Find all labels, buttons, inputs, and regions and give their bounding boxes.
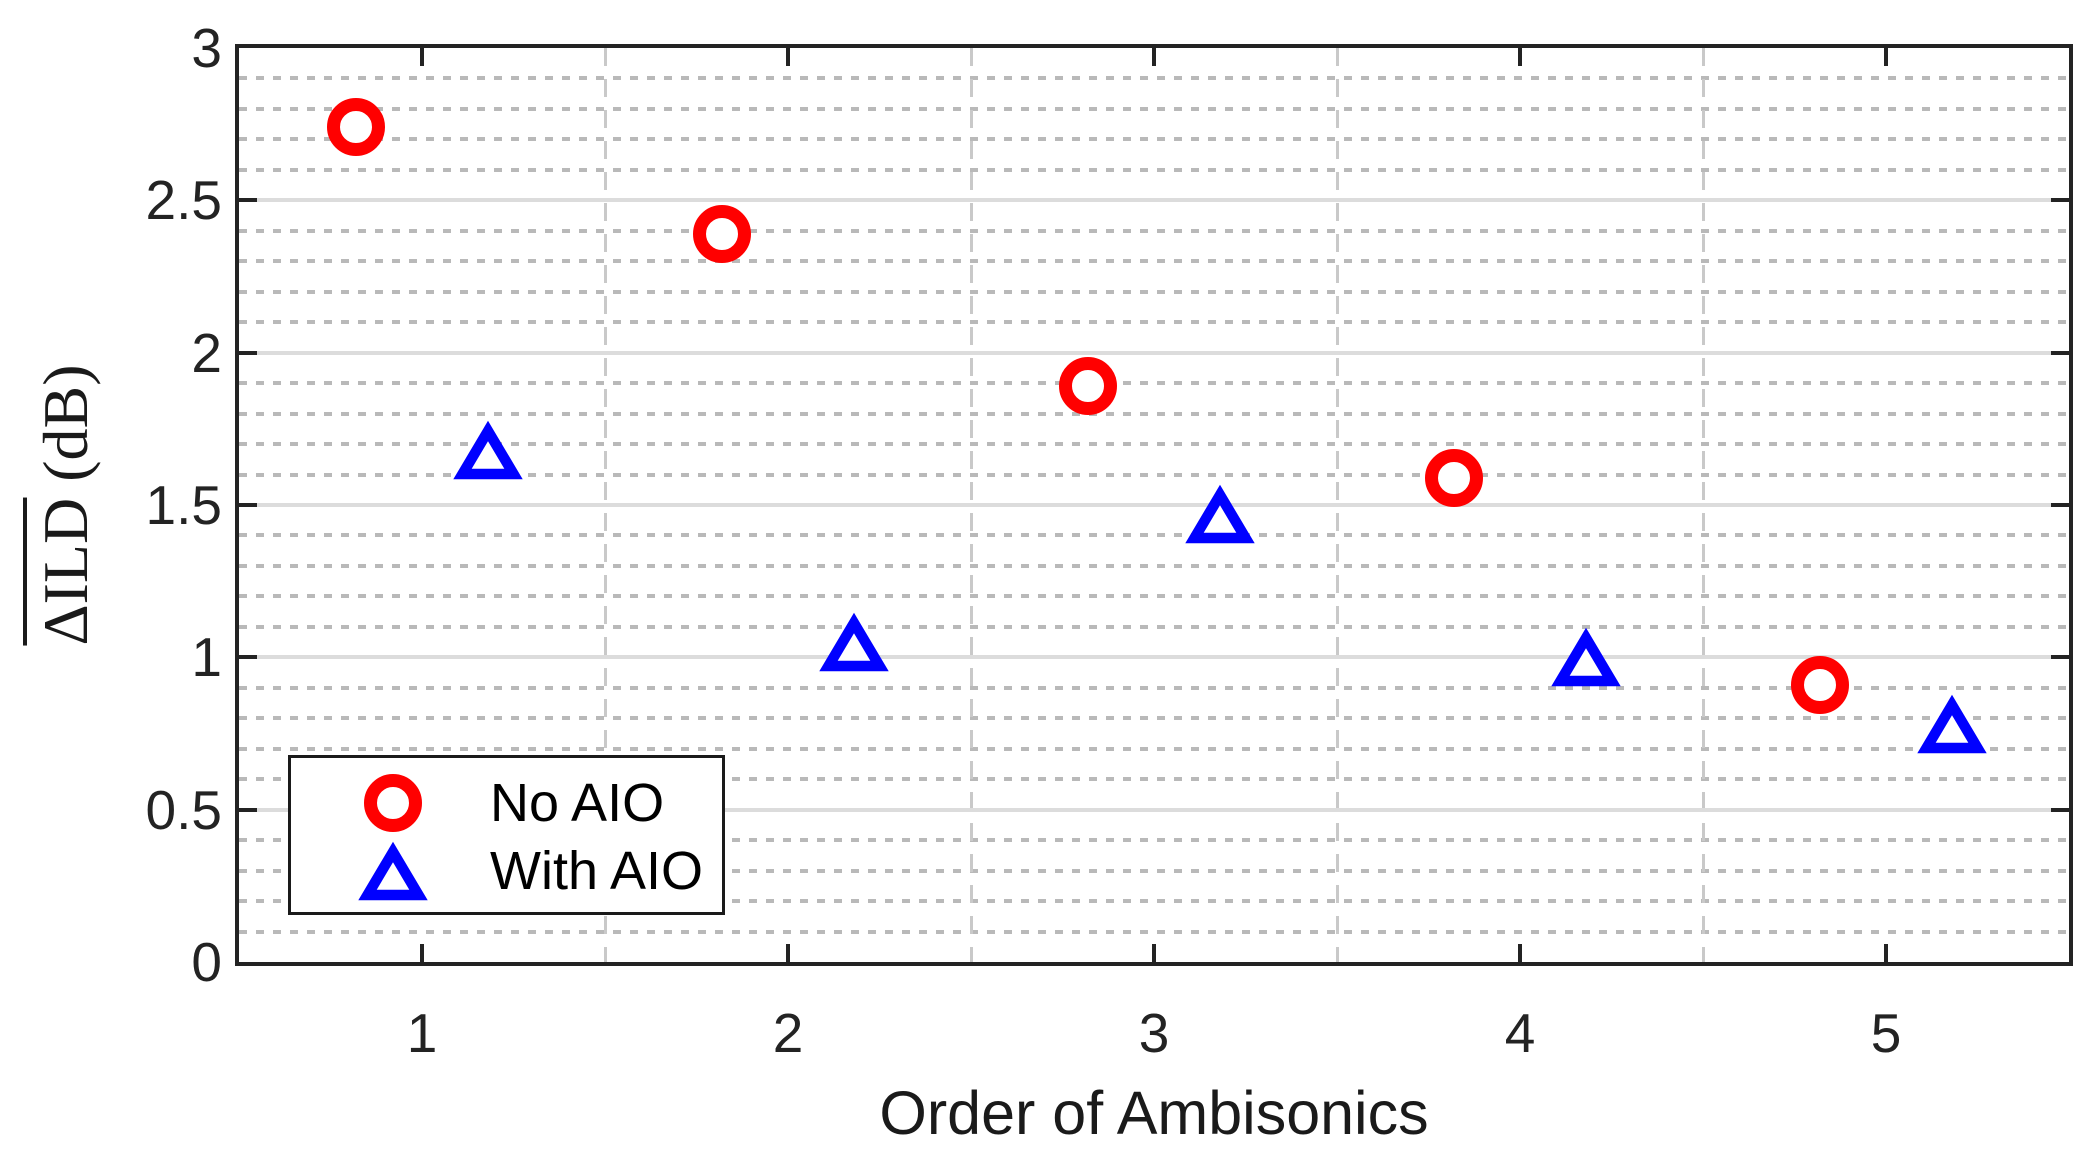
y-tick-mark (239, 503, 257, 507)
y-tick-label: 1 (191, 626, 222, 689)
plot-area (239, 48, 2069, 962)
x-tick-mark (786, 944, 790, 962)
x-tick-mark (420, 48, 424, 66)
data-point-triangle (453, 420, 523, 480)
data-point-triangle (1551, 628, 1621, 687)
data-point-circle (693, 204, 752, 263)
y-minor-gridline (239, 685, 2069, 690)
x-tick-mark (1518, 48, 1522, 66)
y-minor-gridline (239, 899, 2069, 904)
y-tick-mark (2051, 807, 2069, 812)
y-tick-mark (2051, 350, 2069, 355)
y-minor-gridline (239, 594, 2069, 599)
y-major-gridline (239, 807, 2069, 812)
x-tick-label: 3 (1138, 1002, 1170, 1064)
y-minor-gridline (239, 442, 2069, 447)
legend-label-with-aio: With AIO (490, 841, 704, 901)
x-tick-mark (1884, 48, 1888, 66)
x-tick-label: 1 (406, 1002, 438, 1064)
y-major-gridline (239, 350, 2069, 355)
y-minor-gridline (239, 746, 2069, 751)
marker-layer (239, 48, 2069, 962)
y-minor-gridline (239, 716, 2069, 721)
y-tick-mark (239, 198, 257, 203)
data-point-triangle (1185, 484, 1255, 544)
y-minor-gridline (239, 137, 2069, 142)
legend-circle-marker-icon (364, 774, 422, 832)
y-tick-mark (2051, 503, 2069, 507)
legend-label-no-aio: No AIO (490, 773, 665, 833)
data-point-triangle (1917, 695, 1987, 754)
y-minor-gridline (239, 624, 2069, 629)
y-minor-gridline (239, 228, 2069, 233)
legend: No AIO With AIO (288, 755, 725, 915)
y-minor-gridline (239, 320, 2069, 325)
data-point-circle (1425, 448, 1484, 507)
y-tick-label: 2 (191, 321, 222, 384)
x-tick-label: 4 (1504, 1002, 1536, 1064)
y-minor-gridline (239, 76, 2069, 81)
y-tick-label: 0 (191, 931, 222, 993)
x-tick-mark (1152, 48, 1156, 66)
data-point-triangle (819, 612, 889, 672)
y-minor-gridline (239, 533, 2069, 538)
y-axis-label-units: (dB) (30, 364, 101, 498)
x-tick-mark (1884, 944, 1888, 962)
x-tick-label: 5 (1870, 1002, 1902, 1064)
y-minor-gridline (239, 868, 2069, 873)
y-minor-gridline (239, 472, 2069, 477)
y-minor-gridline (239, 381, 2069, 386)
y-major-gridline (239, 198, 2069, 203)
data-point-circle (327, 98, 386, 157)
y-tick-mark (2051, 655, 2069, 660)
data-point-circle (1791, 655, 1850, 714)
y-tick-label: 0.5 (145, 778, 222, 841)
y-minor-gridline (239, 929, 2069, 934)
y-axis-label-overlined-part: ΔILD (23, 497, 101, 646)
y-minor-gridline (239, 563, 2069, 568)
x-tick-mark (786, 48, 790, 66)
data-point-circle (1059, 357, 1118, 416)
y-tick-mark (239, 655, 257, 660)
y-tick-mark (239, 807, 257, 812)
y-tick-mark (239, 350, 257, 355)
legend-triangle-marker-icon (358, 841, 428, 901)
y-minor-gridline (239, 167, 2069, 172)
y-minor-gridline (239, 259, 2069, 264)
x-tick-mark (1518, 944, 1522, 962)
y-tick-label: 2.5 (145, 169, 222, 232)
y-tick-mark (2051, 198, 2069, 203)
y-tick-label: 1.5 (145, 474, 222, 536)
y-major-gridline (239, 655, 2069, 660)
y-tick-label: 3 (191, 17, 222, 79)
y-axis-label: ΔILD (dB) (23, 364, 103, 646)
y-minor-gridline (239, 289, 2069, 294)
x-tick-mark (420, 944, 424, 962)
x-tick-mark (1152, 944, 1156, 962)
x-axis-label: Order of Ambisonics (879, 1079, 1429, 1147)
y-minor-gridline (239, 106, 2069, 111)
x-tick-label: 2 (772, 1002, 804, 1064)
y-minor-gridline (239, 411, 2069, 416)
y-major-gridline (239, 503, 2069, 507)
y-minor-gridline (239, 838, 2069, 843)
y-minor-gridline (239, 777, 2069, 782)
